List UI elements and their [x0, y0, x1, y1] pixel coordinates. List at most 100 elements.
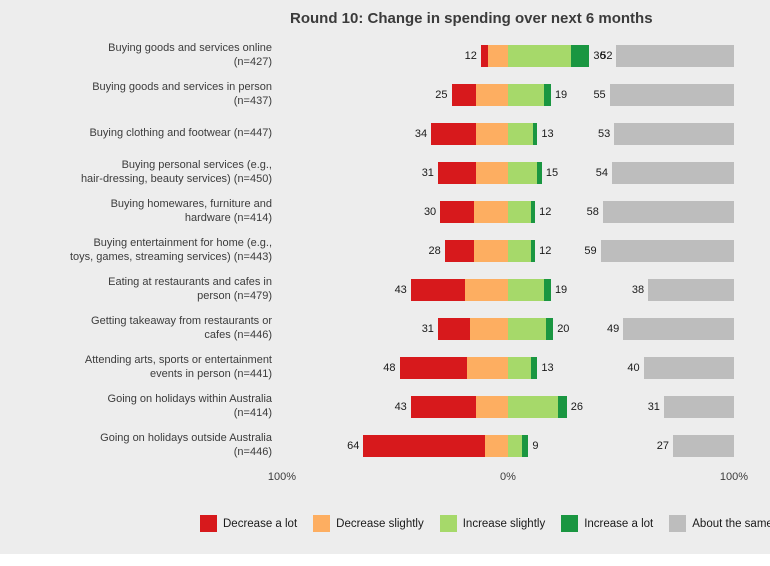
bar-row: Eating at restaurants and cafes in perso… — [0, 270, 770, 309]
category-label: Buying homewares, furniture and hardware… — [110, 197, 272, 224]
category-label: Eating at restaurants and cafes in perso… — [108, 275, 272, 302]
decrease-total-label: 31 — [421, 166, 434, 179]
segment-decrease-a-lot — [480, 44, 488, 67]
segment-about-the-same — [672, 434, 734, 457]
bar-area: 31 20 49 — [282, 317, 734, 340]
segment-decrease-slightly — [476, 83, 508, 106]
about-same-label: 53 — [597, 127, 611, 140]
segment-increase-a-lot — [571, 44, 590, 67]
bar-row: Getting takeaway from restaurants or caf… — [0, 309, 770, 348]
category-label: Buying clothing and footwear (n=447) — [89, 126, 272, 139]
about-same-label: 27 — [656, 439, 669, 452]
segment-about-the-same — [648, 278, 734, 301]
decrease-total-label: 30 — [423, 205, 437, 218]
segment-increase-a-lot — [557, 395, 567, 418]
legend-item: About the same — [669, 515, 770, 532]
about-same-label: 49 — [607, 322, 620, 335]
bar-area: 48 13 40 — [282, 356, 734, 379]
segment-increase-slightly — [508, 44, 572, 67]
segment-increase-a-lot — [521, 434, 529, 457]
segment-increase-slightly — [508, 356, 531, 379]
about-same-label: 55 — [593, 88, 606, 101]
segment-decrease-slightly — [476, 122, 508, 145]
about-same-label: 40 — [627, 361, 640, 374]
category-label: Going on holidays outside Australia (n=4… — [100, 431, 272, 458]
legend-label: Decrease a lot — [223, 517, 298, 530]
about-same-label: 38 — [631, 283, 645, 296]
bar-area: 12 36 52 — [282, 44, 734, 67]
segment-increase-slightly — [508, 434, 522, 457]
bottom-strip — [0, 554, 770, 566]
segment-increase-slightly — [508, 161, 538, 184]
legend-swatch-icon — [313, 515, 331, 532]
about-same-label: 54 — [595, 166, 608, 179]
legend-label: Decrease slightly — [336, 517, 424, 530]
segment-decrease-a-lot — [437, 317, 470, 340]
segment-decrease-slightly — [476, 161, 508, 184]
category-label: Buying entertainment for home (e.g., toy… — [69, 236, 272, 263]
segment-decrease-a-lot — [410, 278, 466, 301]
x-axis: 100% 0% 100% — [268, 471, 748, 489]
increase-total-label: 19 — [554, 88, 568, 101]
segment-decrease-a-lot — [399, 356, 468, 379]
segment-decrease-a-lot — [437, 161, 477, 184]
increase-total-label: 9 — [532, 439, 539, 452]
increase-total-label: 26 — [570, 400, 583, 413]
segment-decrease-slightly — [485, 434, 508, 457]
decrease-total-label: 25 — [435, 88, 448, 101]
segment-decrease-slightly — [469, 317, 508, 340]
bar-row: Buying clothing and footwear (n=447) 34 13… — [0, 114, 770, 153]
category-label: Buying goods and services online (n=427) — [108, 41, 272, 68]
legend-swatch-icon — [669, 515, 687, 532]
decrease-total-label: 43 — [394, 400, 407, 413]
x-axis-tick: 100% — [267, 471, 297, 483]
about-same-label: 59 — [584, 244, 597, 257]
bar-area: 43 19 38 — [282, 278, 734, 301]
segment-about-the-same — [643, 356, 734, 379]
segment-increase-a-lot — [530, 239, 536, 262]
increase-total-label: 13 — [541, 127, 554, 140]
category-label: Buying goods and services in person (n=4… — [92, 80, 272, 107]
segment-decrease-a-lot — [444, 239, 475, 262]
segment-about-the-same — [602, 200, 734, 223]
segment-increase-slightly — [508, 200, 531, 223]
category-label: Attending arts, sports or entertainment … — [84, 353, 272, 380]
segment-decrease-a-lot — [440, 200, 475, 223]
bar-area: 25 19 55 — [282, 83, 734, 106]
bar-area: 64 9 27 — [282, 434, 734, 457]
bar-row: Going on holidays within Australia (n=41… — [0, 387, 770, 426]
bar-row: Buying personal services (e.g., hair-dre… — [0, 153, 770, 192]
category-label: Getting takeaway from restaurants or caf… — [91, 314, 272, 341]
segment-increase-a-lot — [530, 200, 536, 223]
legend: Decrease a lot Decrease slightly Increase … — [200, 515, 770, 532]
segment-increase-a-lot — [530, 356, 538, 379]
segment-increase-a-lot — [532, 122, 538, 145]
increase-total-label: 20 — [557, 322, 570, 335]
legend-item: Decrease slightly — [313, 515, 424, 532]
segment-about-the-same — [611, 161, 734, 184]
bar-row: Buying goods and services online (n=427)… — [0, 36, 770, 75]
segment-decrease-slightly — [465, 278, 508, 301]
segment-increase-slightly — [508, 239, 531, 262]
segment-increase-slightly — [508, 83, 545, 106]
segment-increase-slightly — [508, 317, 547, 340]
x-axis-tick: 100% — [719, 471, 749, 483]
increase-total-label: 13 — [541, 361, 554, 374]
category-label: Buying personal services (e.g., hair-dre… — [80, 158, 272, 185]
segment-decrease-slightly — [474, 200, 508, 223]
category-label: Going on holidays within Australia (n=41… — [107, 392, 272, 419]
segment-decrease-slightly — [467, 356, 508, 379]
increase-total-label: 36 — [593, 49, 606, 62]
segment-about-the-same — [616, 44, 734, 67]
decrease-total-label: 64 — [347, 439, 360, 452]
about-same-label: 52 — [600, 49, 613, 62]
legend-item: Increase a lot — [561, 515, 653, 532]
segment-decrease-a-lot — [363, 434, 486, 457]
increase-total-label: 15 — [545, 166, 559, 179]
decrease-total-label: 34 — [414, 127, 428, 140]
increase-total-label: 19 — [554, 283, 568, 296]
increase-total-label: 12 — [539, 205, 552, 218]
legend-swatch-icon — [439, 515, 457, 532]
increase-total-label: 12 — [539, 244, 552, 257]
about-same-label: 31 — [647, 400, 660, 413]
